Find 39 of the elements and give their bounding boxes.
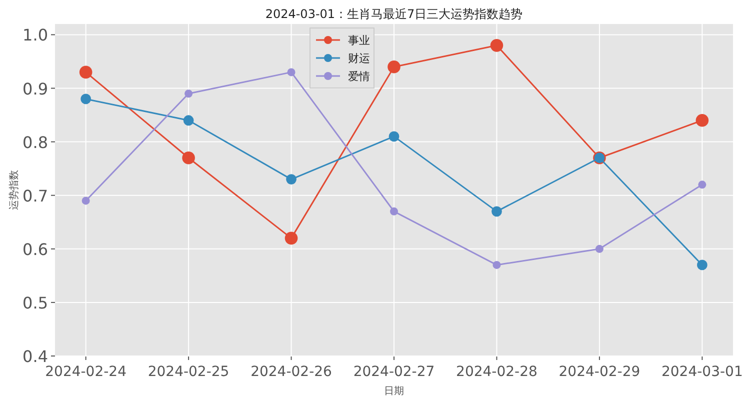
point <box>388 131 400 142</box>
y-tick-label: 0.9 <box>22 79 48 98</box>
point <box>696 260 708 270</box>
x-tick-label: 2024-02-28 <box>456 364 538 380</box>
point <box>388 60 400 74</box>
x-tick-label: 2024-02-29 <box>558 364 640 380</box>
point <box>82 196 90 205</box>
legend-label: 爱情 <box>348 70 370 83</box>
x-tick-label: 2024-02-26 <box>250 364 332 380</box>
point <box>492 206 502 217</box>
x-axis-title: 日期 <box>384 385 404 397</box>
x-tick-label: 2024-02-25 <box>148 364 230 380</box>
point <box>696 114 709 127</box>
y-tick-label: 0.5 <box>22 293 48 312</box>
point <box>284 232 298 245</box>
legend-label: 财运 <box>348 52 370 65</box>
point <box>183 115 194 126</box>
legend-label: 事业 <box>348 34 370 47</box>
x-tick-label: 2024-03-01 <box>661 364 743 380</box>
point <box>595 244 604 253</box>
y-tick-label: 0.7 <box>22 186 48 206</box>
point <box>80 94 92 104</box>
x-tick-label: 2024-02-24 <box>45 364 127 380</box>
y-axis-title: 运势指数 <box>8 170 20 210</box>
point <box>184 90 193 98</box>
x-tick-label: 2024-02-27 <box>353 364 435 380</box>
y-tick-label: 0.8 <box>22 132 48 152</box>
point <box>390 207 398 216</box>
point <box>182 151 195 164</box>
point <box>286 174 296 184</box>
chart-title: 2024-03-01：生肖马最近7日三大运势指数趋势 <box>265 7 523 21</box>
point <box>698 180 706 189</box>
point <box>79 66 92 79</box>
point <box>492 260 501 269</box>
point <box>287 68 296 76</box>
y-tick-label: 0.4 <box>22 347 48 366</box>
y-tick-label: 1.0 <box>22 26 48 45</box>
y-tick-label: 0.6 <box>22 240 48 259</box>
point <box>490 39 504 52</box>
